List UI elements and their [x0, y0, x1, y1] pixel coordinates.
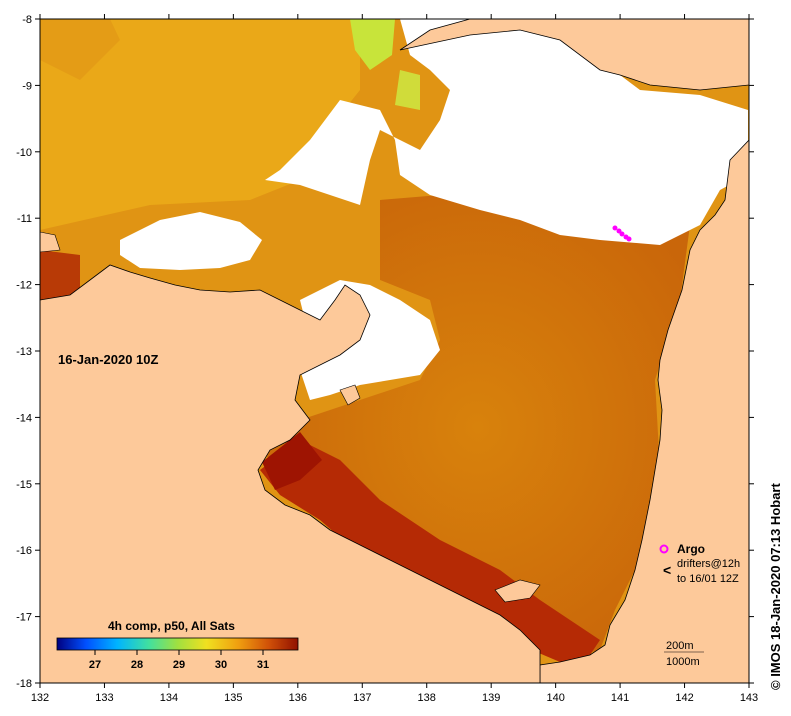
colorbar-ticks: 27 28 29 30 31 — [89, 650, 269, 671]
lat-tick-label: -9 — [22, 80, 32, 92]
lon-tick-label: 140 — [546, 692, 564, 704]
colorbar-tick-label: 30 — [215, 659, 227, 671]
lon-tick-label: 139 — [482, 692, 500, 704]
lon-tick-label: 133 — [95, 692, 113, 704]
map-area: 16-Jan-2020 10Z Argo drifters@12h < to 1… — [40, 19, 749, 683]
land-island-2 — [494, 579, 541, 603]
depth-1000-label: 1000m — [666, 656, 700, 668]
latitude-axis: -8 -9 -10 -11 -12 -13 -14 -15 -16 -17 -18 — [16, 14, 754, 690]
colorbar-tick-label: 29 — [173, 659, 185, 671]
lon-tick-label: 143 — [740, 692, 758, 704]
lon-tick-label: 141 — [611, 692, 629, 704]
sst-west-patch — [40, 250, 80, 305]
depth-legend: 200m 1000m — [664, 640, 704, 668]
lon-tick-label: 137 — [353, 692, 371, 704]
sst-gulf — [265, 195, 690, 660]
colorbar-tick-label: 27 — [89, 659, 101, 671]
land-new-guinea — [399, 19, 749, 91]
argo-marker-icon — [659, 544, 669, 554]
map-timestamp: 16-Jan-2020 10Z — [58, 352, 159, 367]
sst-hot-corner — [262, 432, 322, 490]
drifter-arrow-icon: < — [663, 562, 671, 578]
cloud-west — [120, 212, 262, 270]
land-cape-york — [539, 139, 749, 683]
sst-green-patch-2 — [395, 70, 420, 110]
land-northern-territory — [40, 264, 541, 683]
drifters-label-1: drifters@12h — [677, 558, 740, 570]
land-island-1 — [339, 384, 361, 406]
imos-credit: © IMOS 18-Jan-2020 07:13 Hobart — [768, 483, 783, 690]
lon-tick-label: 135 — [224, 692, 242, 704]
lon-tick-label: 134 — [160, 692, 178, 704]
longitude-axis: 132 133 134 135 136 137 138 139 140 141 142 143 — [31, 14, 758, 704]
lat-tick-label: -10 — [16, 147, 32, 159]
sst-hot-coast — [260, 440, 600, 662]
argo-legend: Argo drifters@12h < to 16/01 12Z — [659, 542, 740, 585]
lat-tick-label: -13 — [16, 346, 32, 358]
lat-tick-label: -17 — [16, 612, 32, 624]
lat-tick-label: -16 — [16, 545, 32, 557]
lat-tick-label: -8 — [22, 14, 32, 26]
lon-tick-label: 132 — [31, 692, 49, 704]
argo-label: Argo — [677, 542, 705, 556]
drifters-label-2: to 16/01 12Z — [677, 573, 739, 585]
cloud-north — [265, 19, 748, 245]
lon-tick-label: 138 — [418, 692, 436, 704]
lat-tick-label: -12 — [16, 280, 32, 292]
colorbar-tick-label: 31 — [257, 659, 269, 671]
depth-200-label: 200m — [666, 640, 694, 652]
lon-tick-label: 136 — [289, 692, 307, 704]
sst-green-patch-1 — [350, 19, 395, 70]
colorbar-tick-label: 28 — [131, 659, 143, 671]
lat-tick-label: -14 — [16, 412, 32, 424]
lat-tick-label: -11 — [17, 213, 32, 225]
lat-tick-label: -15 — [16, 479, 32, 491]
colorbar: 4h comp, p50, All Sats 27 28 29 30 31 — [56, 619, 299, 671]
land-island-3 — [40, 231, 61, 253]
drifter-track — [612, 225, 632, 242]
colorbar-scale — [56, 637, 299, 651]
sst-nw-corner — [40, 19, 120, 80]
lat-tick-label: -18 — [16, 678, 32, 690]
lon-tick-label: 142 — [675, 692, 693, 704]
colorbar-title: 4h comp, p50, All Sats — [108, 619, 235, 633]
